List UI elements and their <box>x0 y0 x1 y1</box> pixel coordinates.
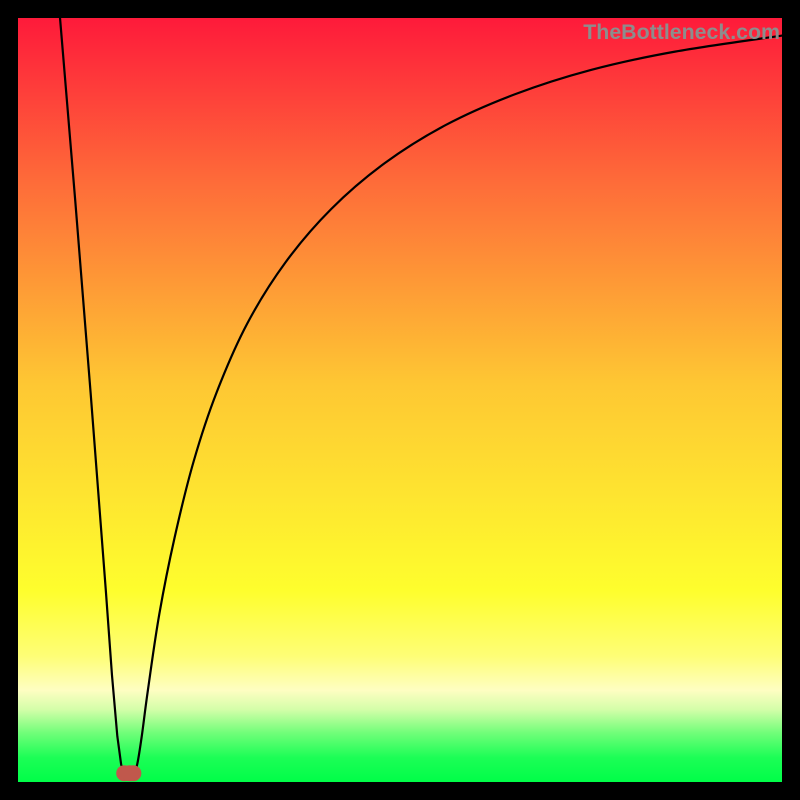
watermark-text: TheBottleneck.com <box>583 20 780 45</box>
plot-area <box>18 18 782 782</box>
chart-frame: TheBottleneck.com <box>0 0 800 800</box>
bottleneck-markers <box>18 18 782 782</box>
